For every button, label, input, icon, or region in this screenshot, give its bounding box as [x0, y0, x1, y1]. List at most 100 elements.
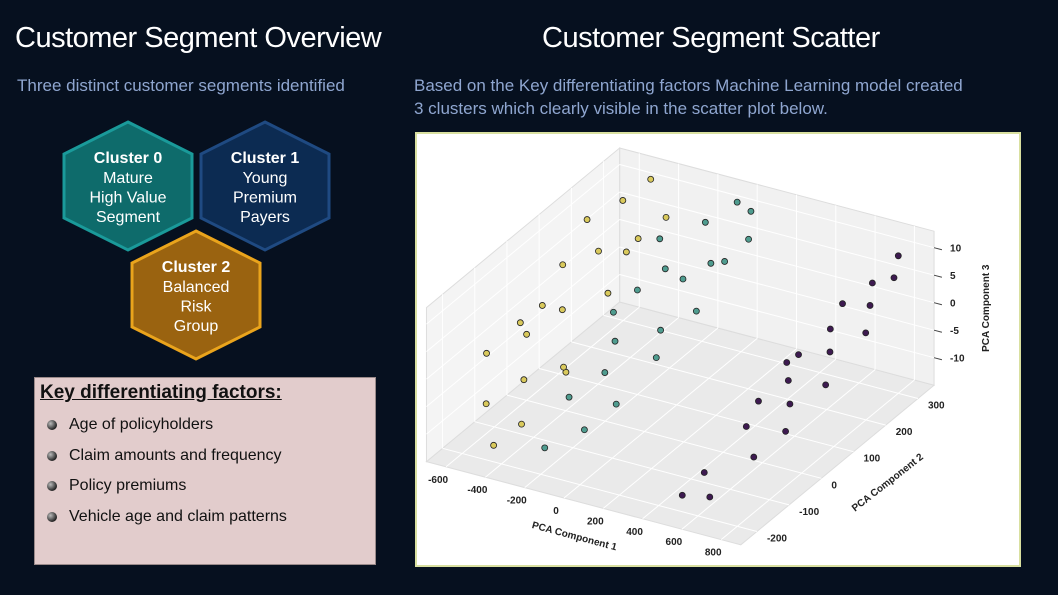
point [583, 216, 591, 223]
point [558, 306, 566, 314]
point [520, 376, 528, 384]
point [742, 423, 750, 430]
point [490, 441, 498, 449]
point [662, 214, 670, 221]
grid-line [642, 358, 837, 520]
point [652, 354, 660, 362]
grid-line [445, 306, 640, 468]
point [701, 218, 709, 226]
cluster-line: Risk [180, 299, 212, 316]
point [706, 493, 714, 501]
cluster-line: Mature [103, 170, 153, 187]
x-tick-label: 400 [626, 527, 643, 538]
cluster-line: Premium [233, 190, 297, 207]
point [755, 397, 762, 405]
cluster-line: Young [243, 170, 288, 187]
cluster-line: Group [174, 318, 219, 335]
grid-line [571, 341, 886, 426]
point [634, 235, 642, 242]
hexagon [130, 229, 262, 361]
grid-line [720, 379, 915, 540]
right-title: Customer Segment Scatter [542, 22, 880, 54]
tick-mark [933, 329, 943, 333]
tick-mark [933, 357, 943, 361]
point [783, 359, 791, 366]
z-tick-label: -10 [950, 354, 965, 365]
point [747, 207, 755, 215]
point [826, 348, 834, 356]
point [483, 349, 490, 357]
point [700, 469, 708, 476]
point [647, 175, 655, 183]
point [678, 491, 686, 499]
cluster-title: Cluster 2 [162, 259, 231, 276]
left-subtitle: Three distinct customer segments identif… [17, 76, 345, 95]
scatter-chart: -600-400-2000200400600800-200-1000100200… [415, 132, 1021, 567]
point [826, 325, 834, 333]
y-axis-label: PCA Component 2 [850, 452, 926, 515]
point [482, 400, 490, 408]
x-tick-label: -600 [428, 475, 448, 486]
tick-mark [933, 302, 943, 306]
factors-list: Age of policyholders Claim amounts and fr… [35, 416, 375, 538]
cluster-line: Balanced [163, 279, 230, 296]
point [523, 330, 530, 338]
cluster-line: High Value [89, 190, 166, 207]
x-tick-label: 800 [705, 548, 722, 559]
x-tick-label: 0 [553, 506, 559, 517]
grid-line [603, 314, 919, 399]
factor-item: Claim amounts and frequency [35, 447, 375, 478]
y-tick-label: 100 [864, 454, 881, 465]
point [750, 453, 758, 461]
grid-line [524, 327, 719, 488]
point [560, 363, 567, 371]
grid-line [426, 274, 620, 435]
y-tick-label: -200 [767, 534, 787, 545]
point [595, 247, 602, 255]
grid-line [426, 246, 620, 407]
point [707, 259, 715, 267]
point [661, 265, 669, 273]
grid-line [619, 191, 935, 276]
point [541, 444, 549, 452]
point [611, 337, 619, 345]
factor-item: Policy premiums [35, 477, 375, 508]
point [656, 235, 664, 243]
point [612, 400, 620, 408]
point [795, 351, 802, 359]
cluster-line: Segment [96, 209, 161, 226]
x-tick-label: -200 [507, 496, 527, 507]
y-tick-label: 200 [896, 427, 913, 438]
y-tick-label: 300 [928, 401, 945, 412]
point [581, 426, 588, 434]
y-tick-label: -100 [799, 507, 819, 518]
point [894, 252, 902, 260]
grid-line [506, 394, 822, 479]
cluster-hexagons: Cluster 0 Mature High Value Segment Cluster … [62, 120, 331, 361]
point [538, 302, 546, 309]
hexagon [62, 120, 194, 252]
factor-item: Age of policyholders [35, 416, 375, 447]
x-axis-label: PCA Component 1 [531, 520, 619, 553]
tick-mark [933, 247, 943, 251]
point [745, 235, 752, 243]
grid-line [619, 246, 935, 331]
point [782, 427, 790, 435]
z-axis-label: PCA Component 3 [981, 264, 992, 352]
point [657, 326, 665, 334]
point [604, 289, 612, 297]
point [516, 319, 524, 327]
point [601, 369, 609, 376]
point [868, 279, 876, 287]
point [862, 329, 870, 337]
point [679, 275, 687, 283]
point [866, 302, 874, 309]
cluster-title: Cluster 0 [94, 150, 163, 167]
point [692, 307, 700, 315]
right-description: Based on the Key differentiating factors… [414, 76, 963, 118]
factor-item: Vehicle age and claim patterns [35, 508, 375, 539]
point [890, 274, 898, 282]
point [784, 377, 792, 384]
factors-box: Key differentiating factors: Age of poli… [34, 377, 376, 565]
